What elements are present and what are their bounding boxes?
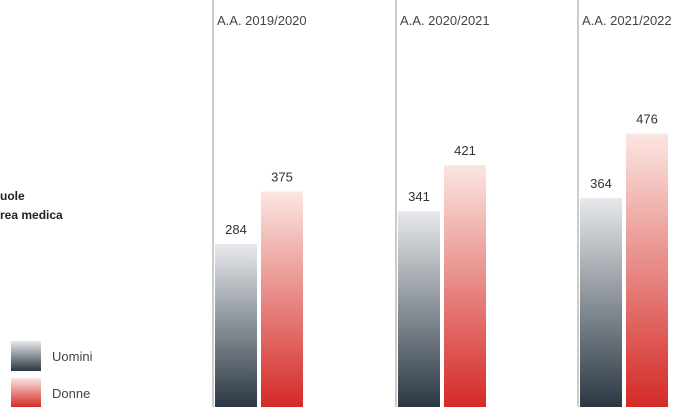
bar-donne bbox=[444, 165, 486, 407]
category-label: A.A. 2020/2021 bbox=[400, 13, 490, 28]
side-label-line-1: uole bbox=[0, 189, 25, 203]
category-label: A.A. 2021/2022 bbox=[582, 13, 672, 28]
bar-uomini bbox=[215, 243, 257, 407]
data-label-donne: 421 bbox=[454, 143, 476, 158]
bar-donne bbox=[626, 133, 668, 407]
side-label-line-2: rea medica bbox=[0, 208, 63, 222]
legend-label-donne: Donne bbox=[52, 386, 90, 401]
bar-donne bbox=[261, 191, 303, 407]
legend-label-uomini: Uomini bbox=[52, 349, 93, 364]
data-label-uomini: 341 bbox=[408, 189, 430, 204]
data-label-donne: 375 bbox=[271, 170, 293, 185]
category-label: A.A. 2019/2020 bbox=[217, 13, 307, 28]
data-label-donne: 476 bbox=[636, 112, 658, 127]
legend-swatch-uomini bbox=[11, 341, 41, 371]
data-label-uomini: 284 bbox=[225, 222, 247, 237]
data-label-uomini: 364 bbox=[590, 176, 612, 191]
chart-groups: A.A. 2019/2020 284 375 A.A. 2020/2021 341 421… bbox=[212, 0, 672, 407]
legend-swatch-donne bbox=[11, 378, 41, 407]
legend: Uomini Donne bbox=[11, 341, 93, 407]
bar-uomini bbox=[398, 211, 440, 407]
bar-uomini bbox=[580, 197, 622, 407]
